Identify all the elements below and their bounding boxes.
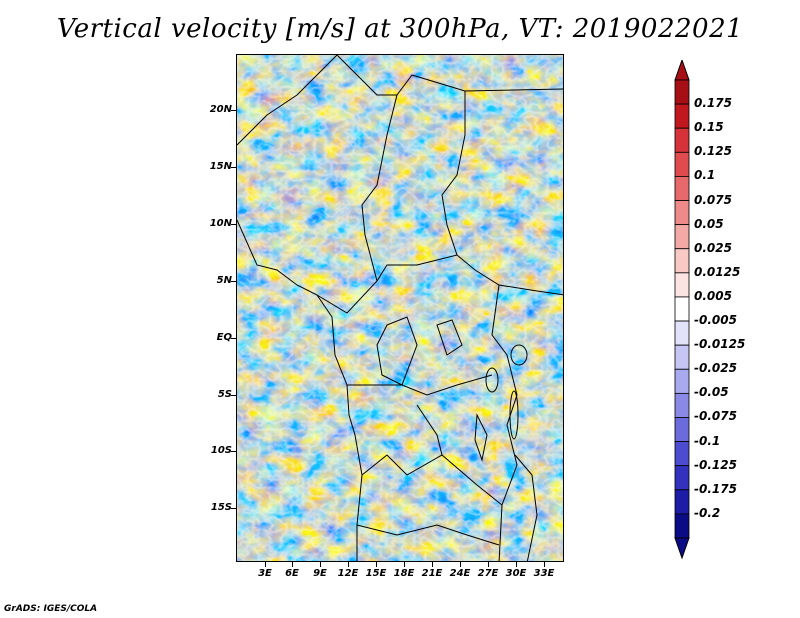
colorbar-segment (674, 320, 690, 346)
lon-label-33e: 33E (533, 568, 555, 579)
lon-tick (376, 562, 377, 567)
colorbar-label: 0.15 (694, 120, 724, 135)
lat-label-10s: 10S (210, 445, 232, 456)
colorbar-max-arrow (674, 60, 690, 81)
lat-tick (231, 395, 236, 396)
colorbar-segment (674, 127, 690, 153)
plot-title: Vertical velocity [m/s] at 300hPa, VT: 2… (56, 14, 744, 44)
map-panel[interactable] (236, 54, 564, 562)
lat-tick (231, 167, 236, 168)
lat-tick (231, 281, 236, 282)
lon-label-18e: 18E (393, 568, 415, 579)
colorbar-segment (674, 368, 690, 394)
lon-tick (544, 562, 545, 567)
lon-label-9e: 9E (313, 568, 327, 579)
lat-label-15n: 15N (209, 161, 232, 172)
lon-label-21e: 21E (421, 568, 443, 579)
colorbar-segment (674, 465, 690, 491)
lon-label-15e: 15E (365, 568, 387, 579)
lon-tick (348, 562, 349, 567)
velocity-fine-structure (237, 55, 563, 561)
colorbar-label: 0.075 (694, 192, 732, 207)
colorbar-segment (674, 392, 690, 418)
colorbar-min-arrow (674, 537, 690, 560)
colorbar-label: -0.005 (694, 313, 737, 328)
colorbar-segment (674, 176, 690, 201)
lon-tick (265, 562, 266, 567)
vertical-velocity-field-map[interactable] (237, 55, 564, 562)
lat-tick (231, 451, 236, 452)
lon-tick (460, 562, 461, 567)
lon-label-6e: 6E (285, 568, 299, 579)
colorbar-label: 0.05 (694, 216, 724, 231)
colorbar-segment (674, 151, 690, 177)
colorbar-label: 0.005 (694, 288, 732, 303)
colorbar-label: 0.0125 (694, 264, 741, 279)
colorbar (674, 60, 690, 560)
lake-outlines (485, 344, 528, 440)
colorbar-segment (674, 296, 690, 322)
colorbar-label: 0.025 (694, 240, 732, 255)
lat-tick (231, 338, 236, 339)
colorbar-segment (674, 79, 690, 105)
lat-label-5n: 5N (216, 275, 232, 286)
colorbar-label: 0.125 (694, 144, 732, 159)
lat-label-eq: EQ (216, 332, 232, 343)
colorbar-label: -0.0125 (694, 337, 746, 352)
colorbar-label: -0.2 (694, 505, 721, 520)
colorbar-segment (674, 248, 690, 274)
colorbar-label: -0.05 (694, 385, 729, 400)
colorbar-segment (674, 224, 690, 250)
grads-credit: GrADS: IGES/COLA (4, 604, 98, 614)
colorbar-segment (674, 103, 690, 129)
lon-label-12e: 12E (337, 568, 359, 579)
lat-tick (231, 110, 236, 111)
colorbar-segment (674, 513, 690, 539)
lat-label-5s: 5S (217, 389, 232, 400)
lon-tick (432, 562, 433, 567)
lon-label-24e: 24E (449, 568, 471, 579)
country-borders (237, 55, 563, 561)
colorbar-label: -0.075 (694, 409, 737, 424)
lon-tick (488, 562, 489, 567)
colorbar-label: -0.125 (694, 457, 737, 472)
colorbar-label: -0.175 (694, 481, 737, 496)
lon-label-30e: 30E (505, 568, 527, 579)
colorbar-label: -0.1 (694, 433, 721, 448)
colorbar-segment (674, 344, 690, 370)
lat-tick (231, 224, 236, 225)
colorbar-segment (674, 417, 690, 442)
lon-label-3e: 3E (258, 568, 272, 579)
lon-tick (404, 562, 405, 567)
colorbar-segment (674, 200, 690, 226)
lat-label-20n: 20N (209, 104, 232, 115)
colorbar-segment (674, 272, 690, 298)
lon-tick (292, 562, 293, 567)
lon-tick (516, 562, 517, 567)
lat-tick (231, 508, 236, 509)
colorbar-label: -0.025 (694, 361, 737, 376)
lon-label-27e: 27E (477, 568, 499, 579)
lat-label-15s: 15S (210, 502, 232, 513)
lat-label-10n: 10N (209, 218, 232, 229)
colorbar-segment (674, 441, 690, 467)
colorbar-label: 0.175 (694, 96, 732, 111)
colorbar-segment (674, 489, 690, 515)
colorbar-label: 0.1 (694, 168, 716, 183)
lon-tick (320, 562, 321, 567)
